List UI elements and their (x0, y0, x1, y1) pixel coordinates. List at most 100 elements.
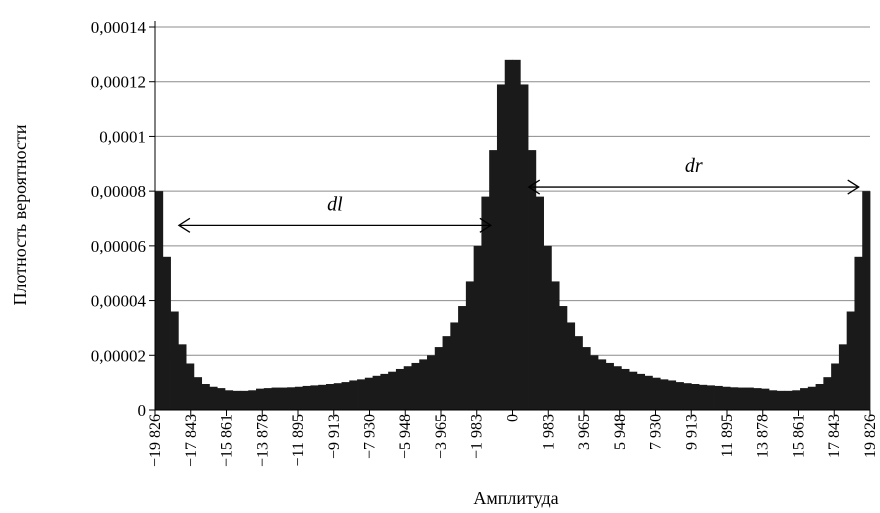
histogram-bar (442, 336, 451, 410)
histogram-bar (543, 245, 552, 410)
histogram-bar (574, 336, 583, 410)
histogram-bar (450, 322, 459, 410)
histogram-bar (815, 384, 824, 410)
histogram-bar (652, 377, 661, 410)
histogram-bar (551, 281, 560, 410)
histogram-bar (248, 390, 257, 410)
histogram-bar (520, 84, 529, 410)
histogram-bar (279, 387, 288, 410)
histogram-bar (458, 306, 467, 410)
histogram-bar (294, 386, 304, 410)
x-tick-label: −5 948 (397, 414, 414, 459)
histogram-bar (535, 196, 544, 410)
x-tick-label: 1 983 (540, 414, 557, 450)
histogram-bar (660, 379, 669, 410)
x-tick-label: 9 913 (683, 414, 700, 450)
y-axis-label: Плотность вероятности (10, 124, 30, 305)
x-tick-label: 0 (505, 414, 522, 422)
histogram-bar (411, 362, 420, 410)
x-tick-label: 13 878 (755, 414, 772, 458)
histogram-bar (792, 390, 801, 410)
histogram-bar (395, 368, 405, 410)
x-tick-label: −3 965 (433, 414, 450, 459)
histogram-bar (403, 366, 412, 410)
y-tick-label: 0,00008 (91, 182, 146, 201)
histogram-bar (349, 380, 358, 410)
histogram-bar (597, 359, 607, 410)
x-tick-label: 17 843 (826, 414, 843, 458)
histogram-bar (318, 384, 327, 410)
y-axis-ticks: 0 0,00002 0,00004 0,00006 0,00008 0,0001 0,000… (91, 18, 155, 420)
x-tick-label: −11 895 (290, 414, 307, 466)
histogram-bar (636, 373, 646, 410)
histogram-bar (240, 390, 249, 410)
histogram-bar (590, 355, 599, 410)
histogram-bar (388, 371, 397, 410)
histogram-bar (528, 150, 537, 411)
x-tick-label: 19 826 (862, 414, 879, 458)
histogram-bar (621, 368, 630, 410)
histogram-bar (667, 380, 677, 410)
histogram-bar (481, 196, 490, 410)
y-tick-label: 0,00012 (91, 73, 146, 92)
histogram-bar (730, 387, 739, 410)
histogram-bar (613, 366, 622, 410)
x-axis-ticks: −19 826 −17 843 −15 861 −13 878 −11 895 −9 91… (147, 410, 879, 467)
annotation-arrow-head-left (527, 179, 541, 195)
histogram-bar (333, 383, 342, 410)
histogram-bar (473, 245, 482, 410)
histogram-bar (357, 379, 366, 410)
histogram-bar (706, 385, 715, 410)
histogram-bar (722, 386, 731, 410)
x-tick-label: 11 895 (719, 414, 736, 457)
histogram-bar (201, 384, 210, 410)
histogram-bar (683, 383, 692, 410)
histogram-bar (224, 390, 234, 410)
histogram-bar (271, 387, 280, 410)
histogram-bar (768, 390, 778, 410)
x-tick-label: 3 965 (576, 414, 593, 450)
histogram-bar (489, 150, 498, 411)
histogram-bar (170, 311, 179, 410)
histogram-bar (465, 281, 475, 410)
annotation-arrow-head-left (177, 217, 191, 233)
histogram-bar (325, 384, 335, 410)
histogram-bar (380, 373, 389, 410)
y-tick-label: 0,00014 (91, 18, 147, 37)
histogram-bar (753, 388, 762, 410)
histogram-bar (582, 347, 591, 410)
histogram-bar (364, 377, 374, 410)
histogram-bar (504, 59, 513, 410)
x-tick-label: −9 913 (326, 414, 343, 459)
histogram-bar (256, 388, 265, 410)
histogram-bar (745, 387, 754, 410)
y-tick-label: 0,0001 (99, 127, 146, 146)
histogram-bar (838, 344, 848, 410)
histogram-bar (209, 386, 218, 410)
y-tick-label: 0,00002 (91, 346, 146, 365)
x-tick-label: −19 826 (147, 414, 164, 467)
annotation-arrow-head-right (479, 217, 493, 233)
histogram-bar (854, 256, 863, 410)
histogram-bar (691, 384, 700, 410)
histogram-bar (629, 371, 638, 410)
histogram-bar (186, 363, 195, 410)
y-tick-label: 0 (138, 401, 147, 420)
histogram-bar (419, 359, 428, 410)
histogram-bar (178, 344, 187, 410)
histogram-bar (434, 347, 443, 410)
histogram-bar (427, 355, 436, 410)
histogram-bar (302, 385, 311, 410)
annotation-label: dr (685, 155, 703, 177)
histogram-bar (496, 84, 506, 410)
histogram-bar (372, 375, 381, 410)
x-axis-label: Амплитуда (473, 488, 558, 508)
histogram-bar (605, 362, 614, 410)
histogram-bar (263, 388, 272, 410)
x-tick-label: 7 930 (648, 414, 665, 450)
histogram-bar (155, 191, 164, 410)
x-tick-label: −15 861 (219, 414, 236, 467)
histogram-bar (831, 363, 840, 410)
histogram-bar (761, 388, 770, 410)
